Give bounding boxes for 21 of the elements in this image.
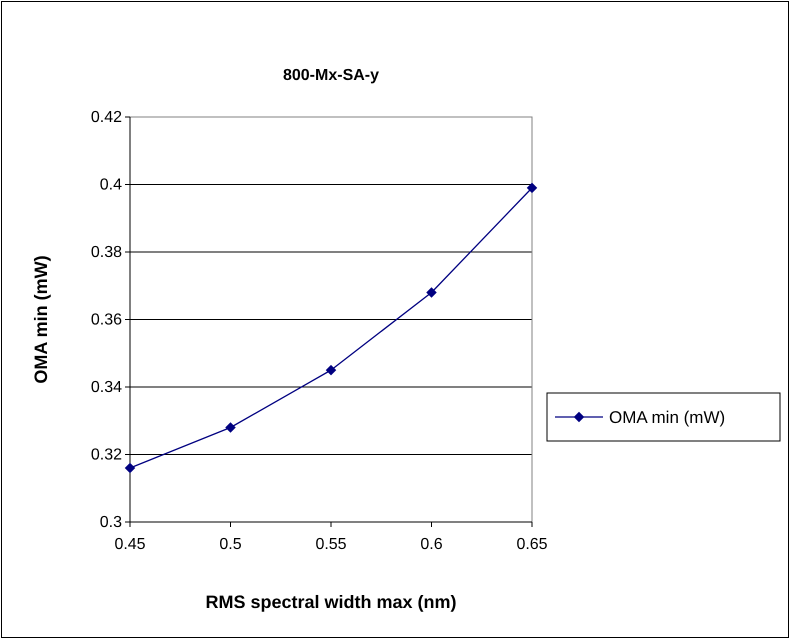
y-tick-label: 0.34 (90, 379, 122, 396)
legend-label: OMA min (mW) (609, 408, 726, 427)
x-tick-label: 0.5 (219, 536, 242, 554)
x-tick-label: 0.45 (114, 536, 146, 554)
y-tick-label: 0.36 (90, 312, 122, 329)
chart-title: 800-Mx-SA-y (282, 67, 380, 84)
y-tick-label: 0.4 (100, 176, 122, 194)
point (124, 462, 136, 474)
x-tick-label: 0.65 (516, 536, 548, 554)
point (526, 182, 538, 194)
point (326, 364, 336, 376)
point (225, 422, 236, 433)
y-tick-label: 0.38 (90, 244, 122, 262)
x-axis-title: RMS spectral width max (nm) (205, 592, 457, 612)
y-axis-title: OMA min (mW) (31, 255, 51, 384)
y-tick-label: 0.3 (100, 514, 122, 532)
y-tick-label: 0.42 (90, 109, 122, 126)
point (426, 287, 437, 298)
x-tick-label: 0.6 (420, 536, 443, 554)
y-tick-label: 0.32 (90, 446, 122, 464)
x-tick-label: 0.55 (315, 536, 347, 554)
